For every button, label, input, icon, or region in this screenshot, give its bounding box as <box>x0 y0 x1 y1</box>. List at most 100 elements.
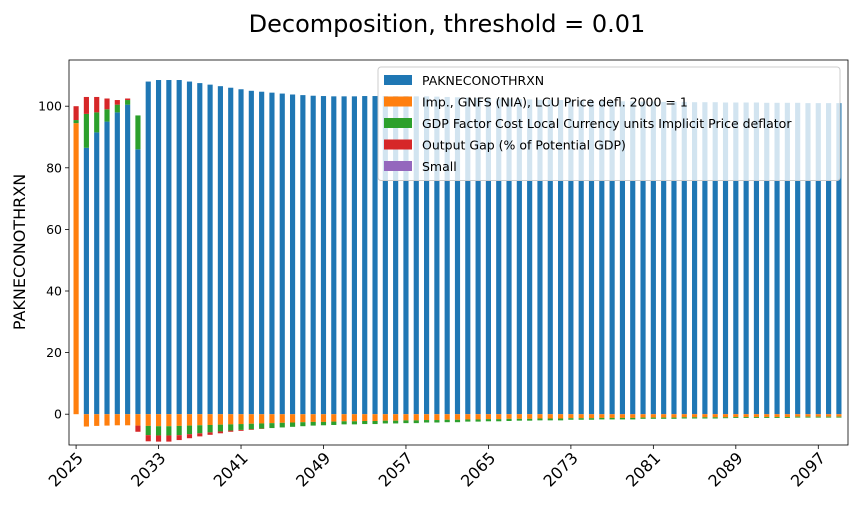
bar-2073-series-1 <box>568 414 574 419</box>
bar-2092-series-0 <box>764 102 770 415</box>
bar-2078-series-2 <box>619 417 626 420</box>
bar-2049-series-0 <box>320 96 327 415</box>
bar-2042-series-1 <box>248 414 254 424</box>
x-tick-label-2049: 2049 <box>292 448 334 490</box>
bar-2038-series-1 <box>207 414 213 425</box>
bar-2063-series-0 <box>465 97 471 415</box>
bar-2060-series-0 <box>434 96 440 415</box>
bar-2096-series-1 <box>805 414 811 417</box>
bar-2089-series-1 <box>733 414 739 417</box>
bar-2085-series-1 <box>692 414 698 418</box>
bar-2075-series-1 <box>588 414 595 419</box>
bar-2044-series-0 <box>269 92 275 415</box>
plot-frame <box>68 59 849 446</box>
bar-2062-series-2 <box>454 419 461 423</box>
bar-2082-series-2 <box>661 417 667 419</box>
bar-2038-series-2 <box>207 424 213 433</box>
bar-2044-series-1 <box>269 414 275 424</box>
bar-2097-series-2 <box>815 416 821 418</box>
bar-2030-series-1 <box>125 414 131 426</box>
bar-2029-series-1 <box>114 414 120 426</box>
bar-2057-series-2 <box>403 420 409 424</box>
bar-2035-series-0 <box>176 80 182 415</box>
bar-2046-series-0 <box>289 94 296 415</box>
bar-2065-series-0 <box>485 98 491 415</box>
bar-2076-series-2 <box>599 417 605 420</box>
bar-2041-series-0 <box>238 89 244 415</box>
legend-label-2: GDP Factor Cost Local Currency units Imp… <box>422 116 792 131</box>
bar-2086-series-0 <box>702 102 708 415</box>
legend-label-3: Output Gap (% of Potential GDP) <box>422 138 626 153</box>
bar-2078-series-1 <box>619 414 626 418</box>
bar-2034-series-2 <box>166 426 172 436</box>
x-tick-label-2073: 2073 <box>540 448 582 490</box>
legend: PAKNECONOTHRXN Imp., GNFS (NIA), LCU Pric… <box>377 66 841 181</box>
bar-2052-series-1 <box>351 414 357 422</box>
legend-box <box>377 66 841 181</box>
bar-2033-series-0 <box>155 80 162 415</box>
bar-2046-series-1 <box>289 414 296 423</box>
bar-2054-series-1 <box>372 414 378 421</box>
bar-2099-series-0 <box>836 103 842 415</box>
bar-2030-series-3 <box>125 98 131 101</box>
legend-swatch-2 <box>384 118 412 128</box>
bar-2066-series-0 <box>496 98 502 415</box>
bar-2094-series-0 <box>784 102 790 415</box>
bar-2038-series-3 <box>207 432 213 435</box>
bar-2089-series-0 <box>733 102 739 415</box>
bar-2032-series-1 <box>145 414 151 426</box>
bar-2043-series-1 <box>259 414 265 424</box>
bar-2062-series-0 <box>454 97 461 415</box>
bar-2059-series-1 <box>424 414 430 421</box>
bar-2066-series-1 <box>496 414 502 420</box>
bar-2054-series-2 <box>372 420 378 425</box>
bar-2029-series-3 <box>114 100 120 105</box>
bar-2085-series-0 <box>692 102 698 415</box>
bar-2064-series-1 <box>475 414 481 420</box>
bar-2052-series-2 <box>351 421 357 425</box>
bar-2033-series-2 <box>155 426 162 436</box>
bar-2090-series-1 <box>743 414 749 417</box>
bar-2084-series-1 <box>681 414 687 418</box>
bar-2092-series-1 <box>764 414 770 417</box>
bar-2027-series-3 <box>94 96 100 113</box>
bar-2099-series-1 <box>836 414 842 417</box>
bar-2041-series-3 <box>238 429 244 431</box>
bar-2042-series-0 <box>248 90 254 415</box>
bar-2026-series-2 <box>83 113 89 148</box>
bar-2081-series-2 <box>650 417 656 419</box>
bar-2036-series-0 <box>186 81 193 415</box>
bar-2075-series-2 <box>588 418 595 420</box>
bar-2080-series-2 <box>640 417 646 419</box>
bar-2028-series-2 <box>104 109 110 122</box>
bar-2053-series-2 <box>362 420 368 425</box>
bar-2025-series-1 <box>73 123 79 415</box>
bar-2064-series-2 <box>475 419 481 422</box>
bar-2090-series-0 <box>743 102 749 415</box>
bar-2056-series-0 <box>393 96 399 415</box>
bar-2074-series-2 <box>578 418 584 420</box>
bar-2037-series-3 <box>197 433 203 437</box>
bar-2088-series-2 <box>722 417 729 419</box>
bar-2079-series-1 <box>630 414 636 418</box>
bar-2036-series-2 <box>186 425 193 435</box>
bar-2044-series-2 <box>269 423 275 429</box>
y-axis-label: PAKNECONOTHRXN <box>10 174 29 330</box>
legend-swatch-3 <box>384 139 412 150</box>
bar-2075-series-0 <box>588 100 595 415</box>
legend-swatch-0 <box>384 75 412 85</box>
x-tick-label-2081: 2081 <box>622 448 664 490</box>
bar-2067-series-0 <box>506 98 512 415</box>
bar-2076-series-0 <box>599 100 605 415</box>
bar-2078-series-0 <box>619 101 626 415</box>
bar-2084-series-2 <box>681 417 687 419</box>
bar-2052-series-0 <box>351 96 357 415</box>
legend-swatch-4 <box>384 161 412 171</box>
bar-2037-series-1 <box>197 414 203 426</box>
bar-2069-series-0 <box>527 99 533 415</box>
bar-2082-series-0 <box>661 101 667 415</box>
bar-2042-series-2 <box>248 423 254 430</box>
bar-2041-series-1 <box>238 414 244 425</box>
bar-2098-series-2 <box>826 416 832 418</box>
